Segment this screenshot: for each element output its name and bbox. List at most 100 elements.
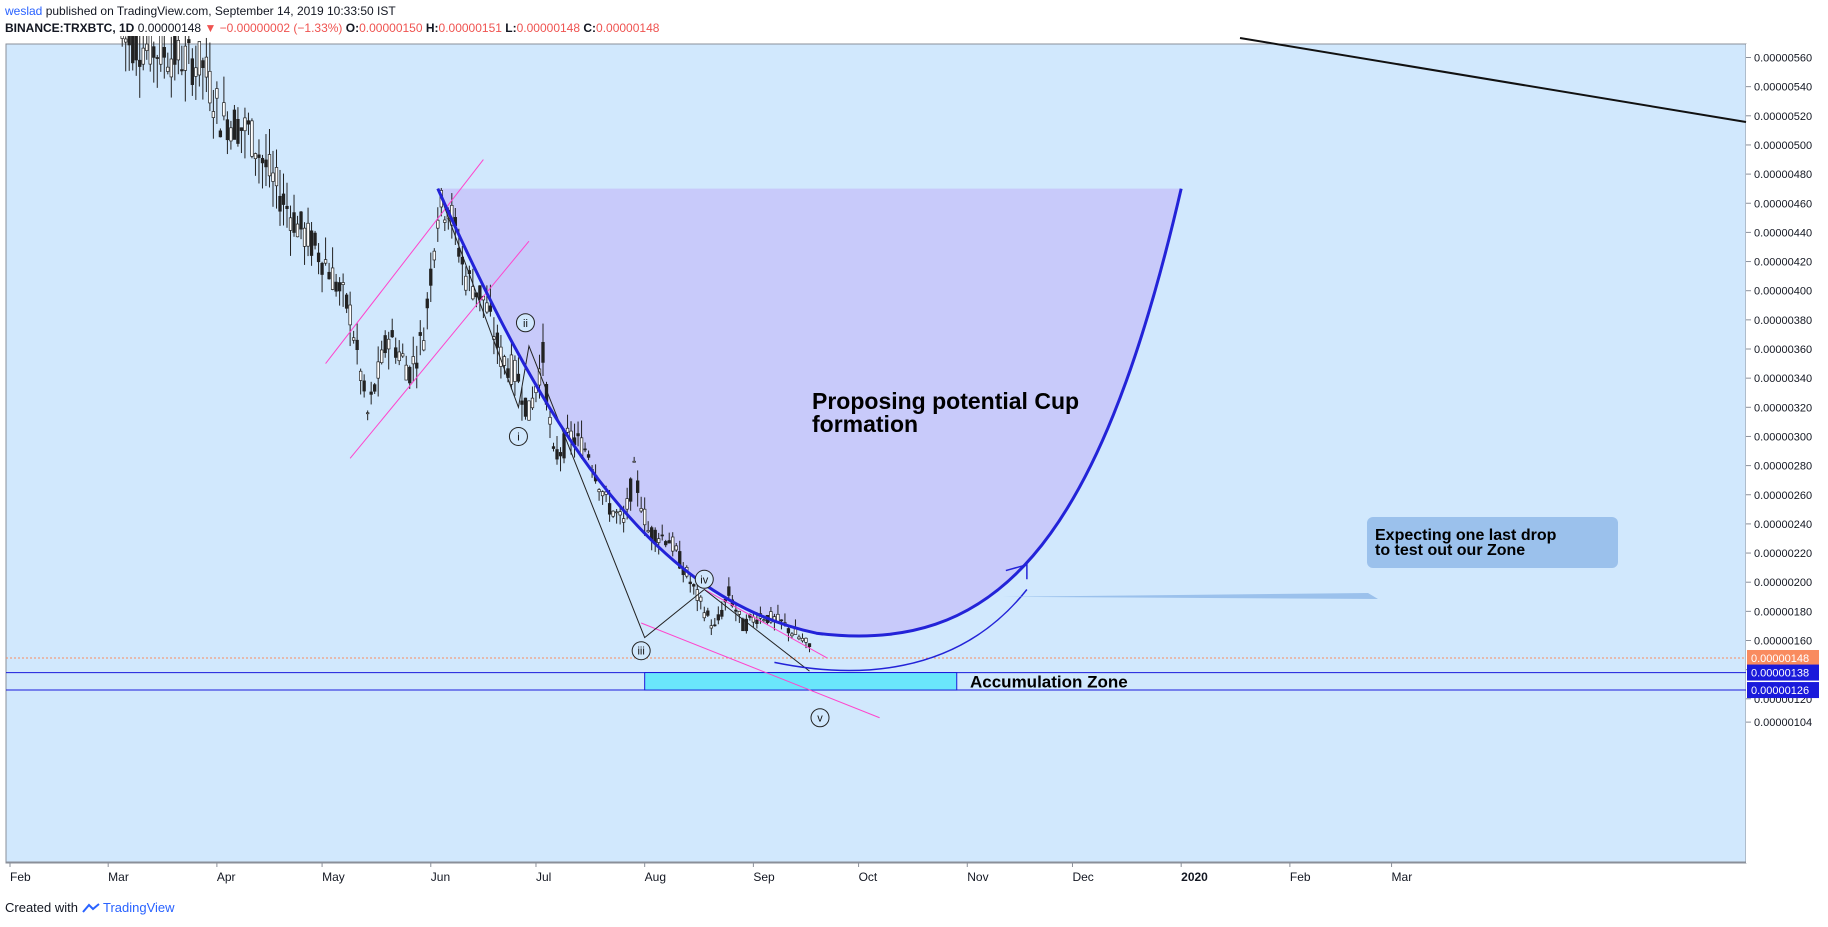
candle-body (565, 427, 570, 433)
candle-body (243, 117, 247, 132)
y-tick-label: 0.00000500 (1754, 140, 1812, 152)
wave-label-circle (810, 708, 830, 728)
candle-body (478, 285, 482, 301)
x-tick-label: Jun (431, 870, 450, 884)
long-trendline (1239, 37, 1747, 123)
y-tick-label: 0.00000280 (1754, 461, 1812, 473)
low-value: 0.00000148 (516, 21, 581, 35)
candle-body (737, 610, 742, 615)
candle-body (246, 120, 251, 125)
candle-body (218, 130, 223, 138)
candle-body (208, 70, 212, 104)
candle-body (131, 36, 135, 64)
candle-body (713, 624, 717, 627)
candle-body (366, 412, 370, 415)
candle-body (646, 530, 650, 533)
y-tick-label: 0.00000220 (1754, 548, 1812, 560)
x-tick-label: Sep (753, 870, 775, 884)
x-tick-label: May (322, 870, 345, 884)
candle-body (422, 340, 426, 351)
candle-body (274, 167, 279, 187)
callout-pointer (1002, 593, 1378, 599)
candle-body (351, 337, 356, 341)
candle-body (401, 353, 405, 357)
candle-body (643, 508, 647, 526)
candle-body (232, 109, 237, 140)
candle-body (323, 259, 328, 264)
y-tick-label: 0.00000300 (1754, 431, 1812, 443)
price-tag-label: 0.00000148 (1751, 653, 1809, 665)
close-label: C: (583, 21, 597, 35)
x-tick-label: Aug (645, 870, 666, 884)
candle-body (583, 448, 587, 451)
price-tag-label: 0.00000126 (1751, 685, 1809, 697)
candle-body (485, 302, 489, 313)
y-tick-label: 0.00000240 (1754, 519, 1812, 531)
candle-body (625, 498, 629, 510)
candle-body (495, 332, 500, 348)
candle-body (359, 370, 363, 381)
candle-body (618, 511, 622, 516)
candle-body (134, 36, 138, 61)
candle-body (404, 364, 408, 381)
wave-label-circle (694, 569, 714, 589)
channel-lower-line (349, 240, 530, 459)
candle-body (779, 619, 784, 622)
cup-fill-area (437, 188, 1182, 637)
candle-body (660, 534, 664, 537)
close-value: 0.00000148 (596, 21, 660, 35)
candle-body (330, 267, 335, 290)
candle-body (699, 596, 703, 602)
tradingview-link[interactable]: TradingView (103, 900, 175, 915)
candle-body (306, 222, 310, 247)
candle-body (292, 212, 296, 233)
candle-body (250, 120, 254, 157)
candle-body (253, 153, 258, 160)
x-tick-label: Feb (10, 870, 31, 884)
price-axis[interactable] (1746, 44, 1828, 863)
author-link[interactable]: weslad (5, 4, 43, 18)
projection-curve (774, 589, 1028, 672)
wave-label-circle (515, 313, 535, 333)
candle-body (278, 195, 282, 212)
candle-body (344, 294, 349, 309)
candle-body (558, 452, 563, 457)
wedge-lower-line (640, 622, 880, 719)
candle-body (667, 540, 671, 544)
candle-body (516, 373, 521, 382)
candle-body (285, 205, 289, 209)
candle-body (394, 347, 398, 358)
candle-body (797, 636, 801, 640)
candle-body (145, 43, 149, 51)
open-label: O: (345, 21, 360, 35)
candle-body (664, 541, 668, 546)
y-tick-label: 0.00000104 (1754, 717, 1812, 729)
x-tick-label: Dec (1072, 870, 1093, 884)
candle-body (576, 433, 580, 437)
candle-body (295, 223, 300, 238)
candle-body (204, 56, 209, 78)
projection-arrowhead (1005, 563, 1028, 580)
tradingview-logo-icon (81, 901, 100, 913)
candle-body (225, 119, 230, 141)
candle-body (636, 480, 640, 493)
candle-body (541, 341, 545, 363)
candle-body (320, 262, 324, 275)
candle-body (804, 637, 808, 643)
candle-body (734, 609, 738, 612)
elliott-wave-path (437, 188, 810, 672)
candle-body (222, 102, 226, 117)
candle-body (176, 40, 180, 61)
candle-body (678, 551, 682, 569)
price-chart[interactable]: 0.00000560 0.00000540 0.00000520 0.00000500… (0, 36, 1828, 891)
candle-body (639, 508, 643, 512)
x-tick-label: 2020 (1181, 870, 1208, 884)
candle-body (348, 304, 352, 326)
publish-line: weslad published on TradingView.com, Sep… (5, 4, 396, 18)
y-tick-label: 0.00000400 (1754, 286, 1812, 298)
price-tag-bg (1747, 649, 1819, 666)
accumulation-zone-box (644, 672, 958, 691)
candle-body (313, 232, 317, 246)
y-tick-label: 0.00000460 (1754, 198, 1812, 210)
ohlc-line: BINANCE:TRXBTC, 1D 0.00000148 ▼ −0.00000… (5, 21, 659, 35)
